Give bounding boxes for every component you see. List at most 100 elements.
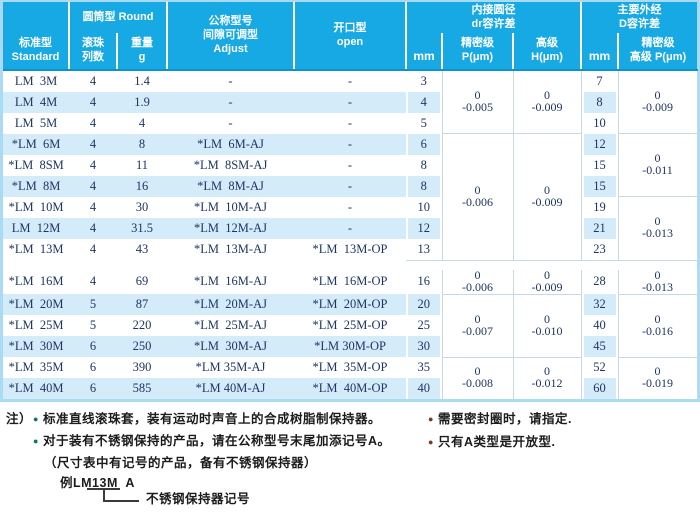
cell-adjust-model: - [167,91,295,113]
cell-weight: 4 [117,112,168,134]
cell-weight: 87 [117,294,168,316]
tolerance-lower: -0.016 [642,323,674,338]
cell-adjust-model: *LM 6M-AJ [167,133,295,155]
tolerance-lower: -0.009 [531,99,563,114]
header-outer-diameter-tolerance: 主要外经 D容许差 [580,2,698,33]
tolerance-lower: -0.007 [462,323,494,338]
cell-adjust-model: - [167,69,295,92]
note-line-1: ● 标准直线滚珠套，装有运动时声音上的合成树脂制保持器。 [33,412,381,426]
cell-model: *LM 25M [3,315,69,337]
cell-model: LM 12M [3,217,69,239]
table-row: *LM 30M 6 250 *LM 30M-AJ *LM 30M-OP 30 45 [3,336,697,358]
cell-weight: 30 [117,196,168,218]
leader-horizontal-line [103,500,139,502]
cell-weight: 69 [117,269,168,295]
cell-model: *LM 35M [3,357,69,379]
cell-model: *LM 8SM [3,154,69,176]
cell-outer-mm: 28 [581,269,619,295]
table-row: LM 5M 4 4- -5 10 [3,112,697,134]
cell-adjust-model: *LM 25M-AJ [167,315,295,337]
tolerance-upper: 0 [474,182,481,197]
cell-outer-tolerance: 0 -0.019 [617,356,698,400]
example-model-label: 例LM13M A [60,476,135,490]
cell-weight: 43 [117,238,168,261]
tolerance-upper: 0 [474,87,481,102]
header-inner-diameter-tolerance: 内接圆径 dr容许差 [405,2,582,33]
cell-ball-rows: 5 [69,294,117,316]
cell-inner-tolerance-precision: 0 -0.005 [441,69,514,134]
tolerance-upper: 0 [544,87,551,102]
cell-open-model: *LM 25M-OP [294,315,407,337]
example-caption: 不锈钢保持器记号 [146,492,251,506]
cell-model: *LM 20M [3,294,69,316]
cell-model: *LM 10M [3,196,69,218]
cell-weight: 250 [117,336,168,358]
notes-section: 注） ● 标准直线滚珠套，装有运动时声音上的合成树脂制保持器。 ● 对于装有不锈钢保… [0,396,700,518]
cell-bore-mm: 30 [406,336,443,358]
group-spacer-row [3,259,698,270]
tolerance-lower: -0.012 [531,376,563,391]
tolerance-upper: 0 [654,267,661,282]
header-ball-rows: 滚珠 列数 [68,32,117,71]
tolerance-lower: -0.008 [462,376,494,391]
cell-outer-mm: 45 [581,336,619,358]
cell-ball-rows: 4 [69,133,117,155]
cell-open-model: *LM 40M-OP [294,378,407,400]
cell-inner-tolerance-high: 0 -0.009 [512,133,582,261]
tolerance-lower: -0.019 [642,376,674,391]
bearing-spec-table: 标准型 Standard 圆筒型 Round 公称型号 间隙可调型 Adjust… [3,2,698,400]
cell-ball-rows: 4 [69,175,117,197]
tolerance-lower: -0.011 [642,163,673,178]
cell-bore-mm: 35 [406,357,443,379]
cell-outer-mm: 10 [581,112,619,134]
cell-model: LM 3M [3,69,69,92]
tolerance-upper: 0 [654,87,661,102]
bullet-icon: ● [428,437,434,447]
tolerance-upper: 0 [474,267,481,282]
cell-outer-mm: 21 [581,217,619,239]
tolerance-lower: -0.010 [531,323,563,338]
cell-inner-tolerance-high: 0 -0.009 [512,269,582,295]
cell-open-model: - [294,91,407,113]
cell-model: *LM 16M [3,269,69,295]
tolerance-upper: 0 [544,364,551,379]
table-row: *LM 35M 6 390 *LM 35M-AJ *LM 35M-OP 35 0 -0.008… [3,356,698,400]
cell-open-model: *LM 13M-OP [294,238,407,261]
tolerance-upper: 0 [654,311,661,326]
cell-bore-mm: 13 [406,238,443,261]
cell-ball-rows: 4 [69,91,117,113]
cell-outer-mm: 60 [581,378,619,400]
table-row: *LM 16M 4 69 *LM 16M-AJ *LM 16M-OP 16 0 -0.006 0… [3,267,698,295]
spec-table-body: LM 3M 4 1.4- -3 0 -0.005 0 -0.009 7 0 -0.009 LM 4M 4… [3,69,698,400]
header-outer-mm: mm [580,32,619,71]
note-line-3: （尺寸表中有记号的产品，备有不锈钢保持器） [44,456,318,470]
cell-open-model: *LM 20M-OP [294,294,407,316]
tolerance-upper: 0 [654,364,661,379]
notes-label: 注） [6,412,33,426]
cell-adjust-model: *LM 40M-AJ [167,378,295,400]
cell-inner-tolerance-high: 0 -0.012 [512,356,582,400]
cell-open-model: - [294,154,407,176]
cell-open-model: *LM 30M-OP [294,336,407,358]
cell-outer-mm: 52 [581,357,619,379]
cell-bore-mm: 8 [406,175,443,197]
cell-weight: 1.4 [117,69,168,92]
cell-outer-mm: 15 [581,154,619,176]
cell-inner-tolerance-high: 0 -0.009 [512,69,582,134]
spacer-cell [406,259,698,270]
cell-ball-rows: 6 [69,336,117,358]
cell-model: *LM 40M [3,378,69,400]
cell-open-model: - [294,133,407,155]
cell-bore-mm: 3 [406,69,443,92]
cell-ball-rows: 4 [69,154,117,176]
cell-bore-mm: 6 [406,133,443,155]
table-row: *LM 8M 4 16 *LM 8M-AJ -8 15 [3,175,697,197]
tolerance-lower: -0.009 [531,279,563,294]
cell-outer-mm: 15 [581,175,619,197]
tolerance-lower: -0.006 [462,194,494,209]
table-row: *LM 25M 5 220 *LM 25M-AJ *LM 25M-OP 25 40 [3,315,697,337]
tolerance-upper: 0 [654,214,661,229]
cell-inner-tolerance-precision: 0 -0.006 [441,133,514,261]
cell-bore-mm: 12 [406,217,443,239]
cell-bore-mm: 20 [406,294,443,316]
